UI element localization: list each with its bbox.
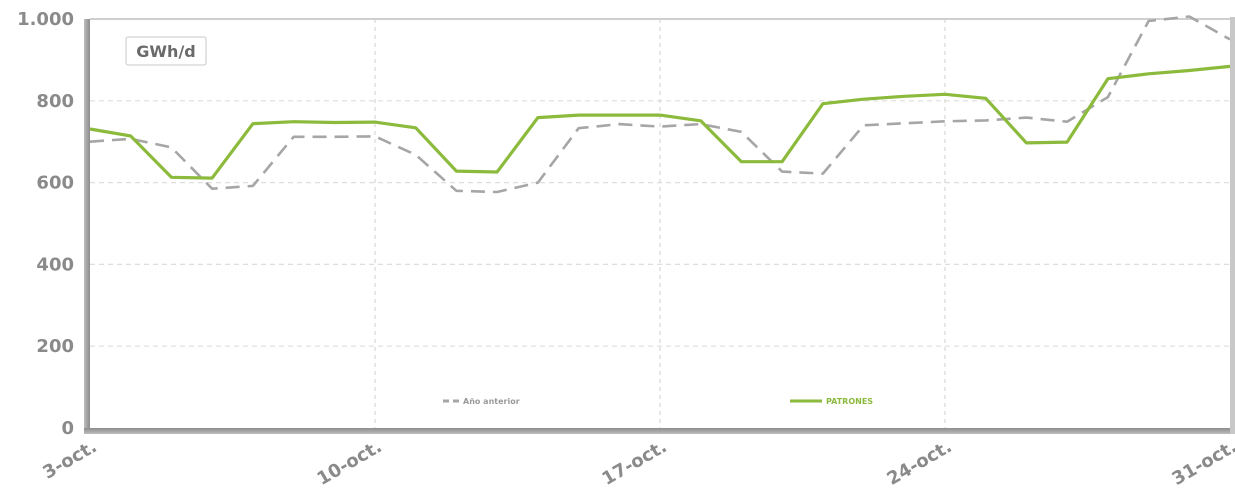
y-tick-label: 600 [36, 173, 74, 194]
right-border [1230, 17, 1235, 434]
unit-label-box: GWh/d [125, 36, 207, 66]
series-layer [89, 15, 1231, 194]
y-tick-label: 1.000 [17, 9, 74, 30]
x-axis-line [84, 428, 1230, 434]
y-axis-line [84, 19, 90, 434]
y-axis-ticks: 0 200 400 600 800 1.000 [17, 9, 74, 439]
x-tick-label: 31-oct. [1169, 436, 1235, 490]
x-tick-label: 24-oct. [884, 436, 956, 490]
y-tick-label: 800 [36, 91, 74, 112]
axes [84, 17, 1235, 434]
legend-label-ano-anterior: Año anterior [463, 397, 520, 406]
legend: Año anterior PATRONES [443, 397, 873, 406]
x-tick-label: 3-oct. [39, 436, 100, 483]
gridlines [90, 18, 1230, 428]
series-line-ano-anterior [89, 15, 1231, 194]
y-tick-label: 200 [36, 336, 74, 357]
legend-label-patrones: PATRONES [826, 397, 873, 406]
plot-area [90, 19, 1230, 428]
y-tick-label: 0 [61, 418, 74, 439]
x-axis-ticks: 3-oct. 10-oct. 17-oct. 24-oct. 31-oct. [39, 436, 1235, 490]
unit-label: GWh/d [136, 42, 195, 61]
x-tick-label: 17-oct. [599, 436, 671, 490]
y-tick-label: 400 [36, 254, 74, 275]
x-tick-label: 10-oct. [314, 436, 386, 490]
